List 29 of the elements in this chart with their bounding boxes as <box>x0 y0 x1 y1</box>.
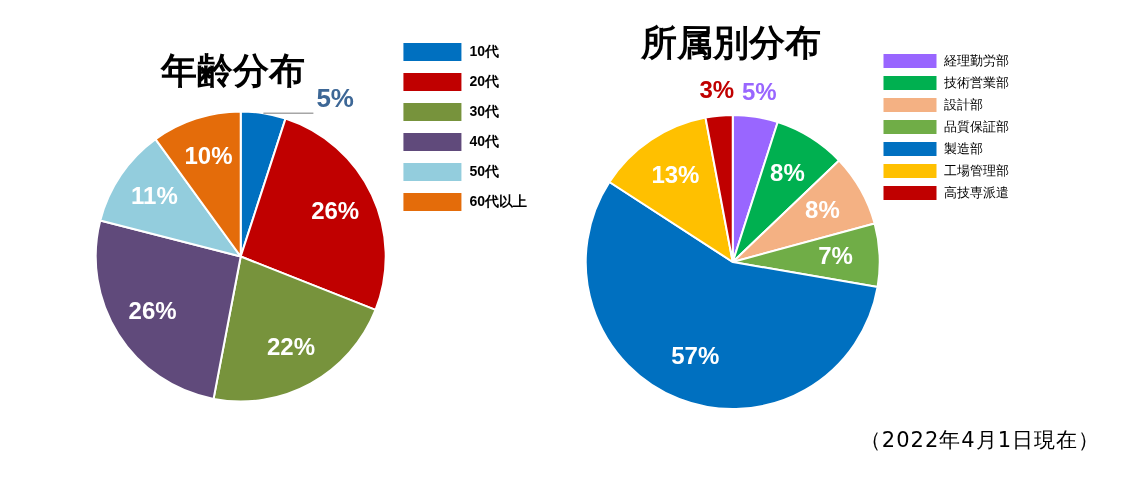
data-label: 26% <box>128 297 177 325</box>
legend-label: 30代 <box>469 102 500 119</box>
legend-label: 工場管理部 <box>944 162 1009 178</box>
data-label: 8% <box>805 196 840 224</box>
legend-label: 20代 <box>469 72 500 89</box>
data-label: 5% <box>316 83 354 114</box>
data-label: 10% <box>184 141 233 169</box>
legend-label: 高技専派遣 <box>944 184 1009 200</box>
legend-label: 50代 <box>469 162 500 179</box>
data-label: 13% <box>651 161 700 189</box>
chart-title: 所属別分布 <box>641 22 821 63</box>
data-label: 5% <box>741 77 777 105</box>
legend-label: 技術営業部 <box>943 74 1009 90</box>
data-label: 8% <box>770 159 805 187</box>
data-label: 57% <box>671 342 720 370</box>
data-label: 26% <box>311 196 360 224</box>
legend-label: 品質保証部 <box>944 118 1009 134</box>
chart-title: 年齢分布 <box>161 50 305 91</box>
legend-label: 10代 <box>469 42 500 59</box>
legend-label: 経理勤労部 <box>943 52 1009 68</box>
data-label: 11% <box>131 182 178 210</box>
data-label: 7% <box>818 241 853 269</box>
legend-label: 40代 <box>469 132 500 149</box>
data-label: 22% <box>266 332 316 360</box>
legend-label: 60代以上 <box>469 192 528 209</box>
legend-label: 製造部 <box>944 140 983 156</box>
legend-label: 設計部 <box>944 96 983 112</box>
data-label: 3% <box>699 76 735 104</box>
text: （2022年4月1日現在） <box>859 428 1100 452</box>
